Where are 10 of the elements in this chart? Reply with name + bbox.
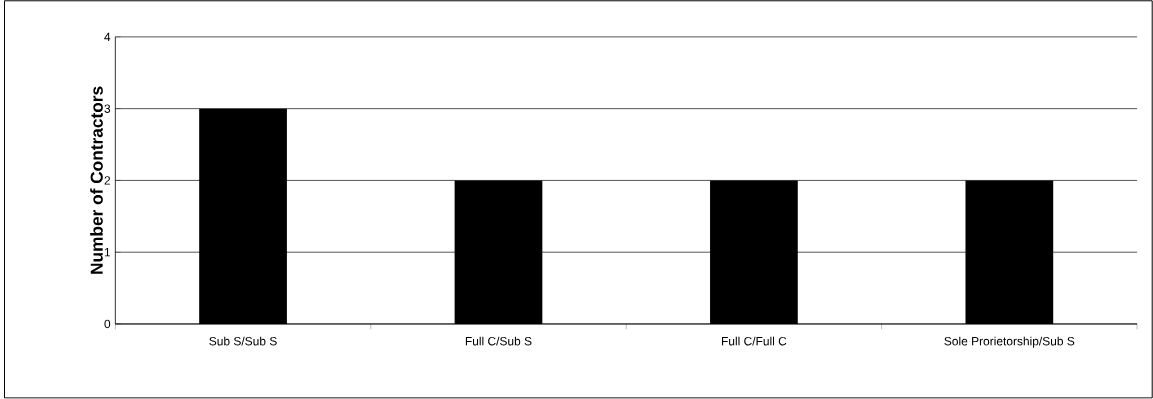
x-tick-label: Sole Prorietorship/Sub S	[944, 336, 1075, 348]
x-tick-label: Full C/Sub S	[465, 336, 532, 346]
y-tick-label: 3	[104, 104, 111, 114]
y-tick-label: 4	[104, 32, 111, 42]
y-tick-label: 0	[104, 319, 111, 329]
y-tick-label: 1	[104, 248, 111, 257]
y-axis-title: Number of Contractors	[90, 86, 103, 274]
y-tick-label: 2	[104, 176, 111, 185]
x-tick-label: Full C/Full C	[722, 336, 787, 346]
x-tick-label: Sub S/Sub S	[209, 336, 277, 346]
